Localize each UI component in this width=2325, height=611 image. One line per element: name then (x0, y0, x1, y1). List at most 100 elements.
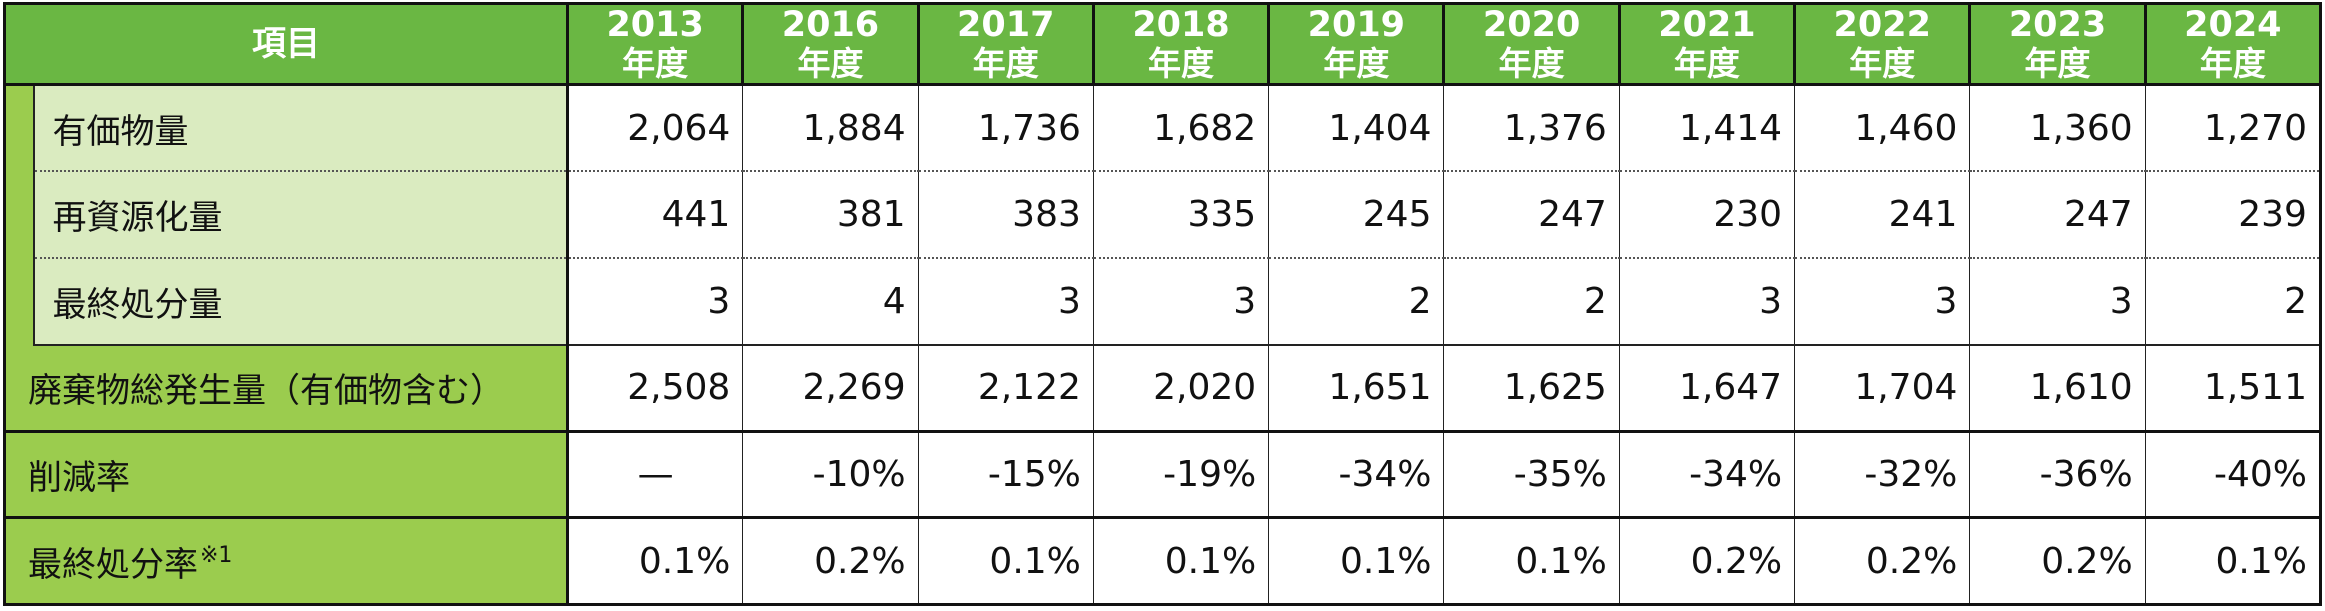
year-header-2017: 2017 年度 (916, 1, 1095, 87)
year-label: 2013 (606, 5, 704, 45)
year-header-2020: 2020 年度 (1442, 1, 1621, 87)
row-label-final-disposal: 最終処分量 (33, 257, 569, 346)
year-header-2016: 2016 年度 (741, 1, 920, 87)
table-cell: -36% (1969, 431, 2146, 520)
table-cell: 245 (1268, 171, 1445, 259)
row-label-reduction-rate: 削減率 (3, 431, 569, 520)
year-unit-label: 年度 (797, 44, 864, 84)
year-unit-label: 年度 (1498, 44, 1565, 84)
year-label: 2020 (1482, 5, 1581, 45)
table-cell: -10% (742, 431, 919, 520)
table-cell: 2 (2145, 257, 2322, 346)
table-cell: 1,270 (2145, 84, 2322, 173)
table-cell: 1,404 (1268, 84, 1445, 173)
year-unit-label: 年度 (1148, 44, 1215, 84)
table-cell: 1,884 (742, 84, 919, 173)
year-label: 2016 (781, 5, 880, 45)
table-cell: 3 (567, 257, 744, 346)
table-cell: 0.1% (1443, 517, 1620, 606)
year-label: 2018 (1132, 5, 1230, 45)
table-cell: -35% (1443, 431, 1620, 520)
year-header-2013: 2013 年度 (565, 1, 745, 87)
year-header-2018: 2018 年度 (1091, 1, 1271, 87)
table-cell: 247 (1443, 171, 1620, 259)
table-cell: 3 (1093, 257, 1270, 346)
table-cell: -34% (1619, 431, 1796, 520)
table-cell: 2 (1268, 257, 1445, 346)
table-cell: 241 (1794, 171, 1971, 259)
year-label: 2017 (957, 5, 1055, 45)
table-cell: 247 (1969, 171, 2146, 259)
row-label-total-waste: 廃棄物総発生量（有価物含む） (3, 344, 569, 433)
table-row-total-waste: 廃棄物総発生量（有価物含む） 2,508 2,269 2,122 2,020 1… (3, 344, 2322, 433)
year-unit-label: 年度 (1323, 44, 1390, 84)
table-cell: 4 (742, 257, 919, 346)
year-label: 2024 (2184, 5, 2282, 45)
row-label-recycled: 再資源化量 (33, 171, 569, 259)
table-cell: 1,376 (1443, 84, 1620, 173)
table-cell: 441 (567, 171, 744, 259)
header-row: 項目 2013 年度 2016 年度 2017 年度 2018 年度 2019 年度 20… (3, 1, 2322, 87)
year-unit-label: 年度 (1673, 44, 1740, 84)
table-cell: 2 (1443, 257, 1620, 346)
table-cell: 0.2% (1969, 517, 2146, 606)
table-cell: 381 (742, 171, 919, 259)
year-unit-label: 年度 (622, 44, 689, 84)
year-header-2019: 2019 年度 (1267, 1, 1446, 87)
year-label: 2019 (1307, 5, 1406, 45)
waste-data-table: 項目 2013 年度 2016 年度 2017 年度 2018 年度 2019 年度 20… (3, 1, 2322, 606)
table-cell: 0.2% (1794, 517, 1971, 606)
table-cell: 0.1% (918, 517, 1094, 606)
table-cell: 1,460 (1794, 84, 1971, 173)
item-column-header: 項目 (3, 1, 569, 87)
table-row-final-disposal: 最終処分量 3 4 3 3 2 2 3 3 3 2 (5, 257, 2322, 346)
year-unit-label: 年度 (2024, 44, 2091, 84)
table-cell: 0.1% (1268, 517, 1445, 606)
table-cell: 230 (1619, 171, 1796, 259)
year-header-2021: 2021 年度 (1617, 1, 1797, 87)
table-cell: -19% (1093, 431, 1270, 520)
table-cell: 1,682 (1093, 84, 1270, 173)
year-label: 2022 (1833, 5, 1931, 45)
table-cell: 3 (918, 257, 1094, 346)
table-cell: 0.2% (742, 517, 919, 606)
table-cell: 1,511 (2145, 344, 2322, 433)
table-cell: 0.1% (567, 517, 744, 606)
table-cell: 1,610 (1969, 344, 2146, 433)
table-cell: 1,625 (1443, 344, 1620, 433)
footnote-marker: ※1 (200, 542, 233, 568)
table-cell: 383 (918, 171, 1094, 259)
table-cell: 1,736 (918, 84, 1094, 173)
table-cell: 3 (1619, 257, 1796, 346)
table-cell: 335 (1093, 171, 1270, 259)
year-label: 2021 (1658, 5, 1756, 45)
table-cell: -15% (918, 431, 1094, 520)
table-cell: -40% (2145, 431, 2322, 520)
table-cell: 3 (1969, 257, 2146, 346)
row-label-valuables: 有価物量 (33, 84, 569, 173)
table-cell: 2,064 (567, 84, 744, 173)
table-cell: 239 (2145, 171, 2322, 259)
table-cell: 2,508 (567, 344, 744, 433)
table-cell: 1,360 (1969, 84, 2146, 173)
year-header-2023: 2023 年度 (1968, 1, 2147, 87)
year-unit-label: 年度 (2199, 44, 2266, 84)
table-row-recycled: 再資源化量 441 381 383 335 245 247 230 241 24… (5, 171, 2322, 259)
table-cell: 2,122 (918, 344, 1094, 433)
table-cell: 1,651 (1268, 344, 1445, 433)
table-cell: 0.1% (1093, 517, 1270, 606)
table-row-reduction-rate: 削減率 — -10% -15% -19% -34% -35% -34% -32%… (3, 431, 2322, 520)
table-cell: 2,020 (1093, 344, 1270, 433)
year-header-2024: 2024 年度 (2143, 1, 2322, 87)
table-cell: -34% (1268, 431, 1445, 520)
row-label-final-disposal-rate: 最終処分率※1 (3, 517, 569, 606)
table-cell: 1,647 (1619, 344, 1796, 433)
year-header-2022: 2022 年度 (1793, 1, 1972, 87)
final-disposal-rate-label: 最終処分率 (28, 544, 198, 585)
sub-item-group-bar (3, 84, 35, 345)
table-row-valuables: 有価物量 2,064 1,884 1,736 1,682 1,404 1,376… (3, 84, 2322, 345)
table-cell: -32% (1794, 431, 1971, 520)
table-cell: 0.2% (1619, 517, 1796, 606)
table-cell: 0.1% (2145, 517, 2322, 606)
